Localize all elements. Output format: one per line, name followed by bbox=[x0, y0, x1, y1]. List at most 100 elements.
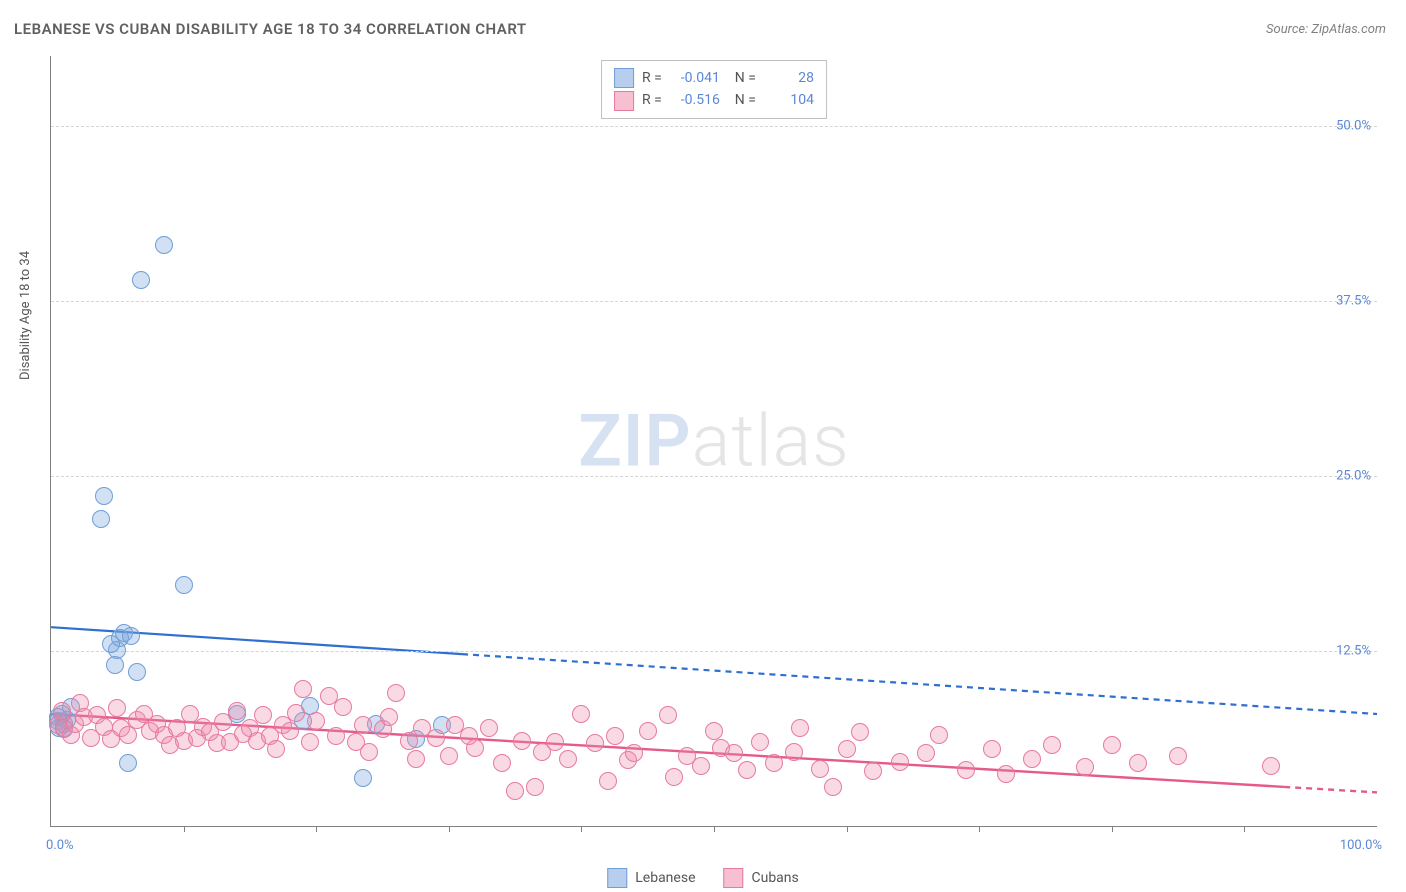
data-point bbox=[360, 743, 378, 761]
data-point bbox=[506, 782, 524, 800]
data-point bbox=[427, 729, 445, 747]
stats-n-label: N = bbox=[728, 67, 756, 89]
stats-n-lebanese: 28 bbox=[764, 67, 814, 89]
data-point bbox=[132, 271, 150, 289]
x-tick bbox=[581, 826, 582, 832]
data-point bbox=[572, 705, 590, 723]
data-point bbox=[957, 761, 975, 779]
data-point bbox=[354, 716, 372, 734]
data-point bbox=[851, 723, 869, 741]
data-point bbox=[891, 753, 909, 771]
data-point bbox=[765, 754, 783, 772]
x-tick bbox=[184, 826, 185, 832]
legend-label-cubans: Cubans bbox=[751, 870, 798, 886]
swatch-cubans bbox=[614, 91, 634, 111]
data-point bbox=[92, 510, 110, 528]
gridline bbox=[51, 301, 1377, 302]
data-point bbox=[930, 726, 948, 744]
x-tick bbox=[1112, 826, 1113, 832]
chart-title: LEBANESE VS CUBAN DISABILITY AGE 18 TO 3… bbox=[14, 20, 527, 38]
stats-box: R = -0.041 N = 28 R = -0.516 N = 104 bbox=[601, 60, 827, 119]
stats-n-label: N = bbox=[728, 89, 756, 111]
data-point bbox=[387, 684, 405, 702]
y-axis-label: Disability Age 18 to 34 bbox=[18, 251, 33, 380]
data-point bbox=[334, 698, 352, 716]
stats-r-label: R = bbox=[642, 89, 662, 111]
gridline bbox=[51, 126, 1377, 127]
x-tick bbox=[847, 826, 848, 832]
data-point bbox=[692, 757, 710, 775]
data-point bbox=[122, 627, 140, 645]
data-point bbox=[267, 740, 285, 758]
plot-area: ZIPatlas R = -0.041 N = 28 R = -0.516 N … bbox=[50, 56, 1377, 827]
data-point bbox=[466, 739, 484, 757]
data-point bbox=[599, 772, 617, 790]
data-point bbox=[254, 706, 272, 724]
swatch-lebanese bbox=[614, 68, 634, 88]
data-point bbox=[95, 487, 113, 505]
x-label-max: 100.0% bbox=[1340, 838, 1382, 853]
data-point bbox=[1076, 758, 1094, 776]
legend-item-lebanese: Lebanese bbox=[607, 868, 695, 888]
data-point bbox=[440, 747, 458, 765]
data-point bbox=[811, 760, 829, 778]
data-point bbox=[917, 744, 935, 762]
x-tick bbox=[316, 826, 317, 832]
data-point bbox=[106, 656, 124, 674]
data-point bbox=[639, 722, 657, 740]
data-point bbox=[228, 702, 246, 720]
data-point bbox=[785, 743, 803, 761]
source-label: Source: ZipAtlas.com bbox=[1266, 22, 1386, 37]
data-point bbox=[480, 719, 498, 737]
data-point bbox=[128, 663, 146, 681]
data-point bbox=[119, 754, 137, 772]
gridline bbox=[51, 476, 1377, 477]
regression-lines bbox=[51, 56, 1377, 826]
data-point bbox=[625, 744, 643, 762]
data-point bbox=[175, 576, 193, 594]
legend: Lebanese Cubans bbox=[607, 868, 799, 888]
data-point bbox=[1129, 754, 1147, 772]
data-point bbox=[287, 704, 305, 722]
stats-row-cubans: R = -0.516 N = 104 bbox=[614, 89, 814, 111]
data-point bbox=[155, 236, 173, 254]
data-point bbox=[301, 733, 319, 751]
data-point bbox=[725, 744, 743, 762]
data-point bbox=[327, 727, 345, 745]
chart-container: LEBANESE VS CUBAN DISABILITY AGE 18 TO 3… bbox=[0, 0, 1406, 892]
data-point bbox=[526, 778, 544, 796]
x-label-min: 0.0% bbox=[46, 838, 74, 853]
data-point bbox=[751, 733, 769, 751]
y-tick-label: 50.0% bbox=[1336, 119, 1371, 134]
data-point bbox=[1043, 736, 1061, 754]
data-point bbox=[380, 708, 398, 726]
y-tick-label: 25.0% bbox=[1336, 469, 1371, 484]
x-tick bbox=[979, 826, 980, 832]
regression-line-dashed bbox=[1284, 787, 1377, 792]
data-point bbox=[493, 754, 511, 772]
data-point bbox=[705, 722, 723, 740]
data-point bbox=[513, 732, 531, 750]
data-point bbox=[838, 740, 856, 758]
data-point bbox=[824, 778, 842, 796]
x-tick bbox=[714, 826, 715, 832]
legend-swatch-lebanese bbox=[607, 868, 627, 888]
data-point bbox=[546, 733, 564, 751]
data-point bbox=[983, 740, 1001, 758]
legend-label-lebanese: Lebanese bbox=[635, 870, 695, 886]
data-point bbox=[1262, 757, 1280, 775]
gridline bbox=[51, 651, 1377, 652]
data-point bbox=[307, 712, 325, 730]
y-tick-label: 37.5% bbox=[1336, 294, 1371, 309]
stats-row-lebanese: R = -0.041 N = 28 bbox=[614, 67, 814, 89]
data-point bbox=[407, 750, 425, 768]
x-tick bbox=[1244, 826, 1245, 832]
data-point bbox=[997, 765, 1015, 783]
data-point bbox=[665, 768, 683, 786]
stats-r-label: R = bbox=[642, 67, 662, 89]
legend-item-cubans: Cubans bbox=[723, 868, 798, 888]
data-point bbox=[586, 734, 604, 752]
data-point bbox=[281, 722, 299, 740]
stats-n-cubans: 104 bbox=[764, 89, 814, 111]
stats-r-lebanese: -0.041 bbox=[670, 67, 720, 89]
